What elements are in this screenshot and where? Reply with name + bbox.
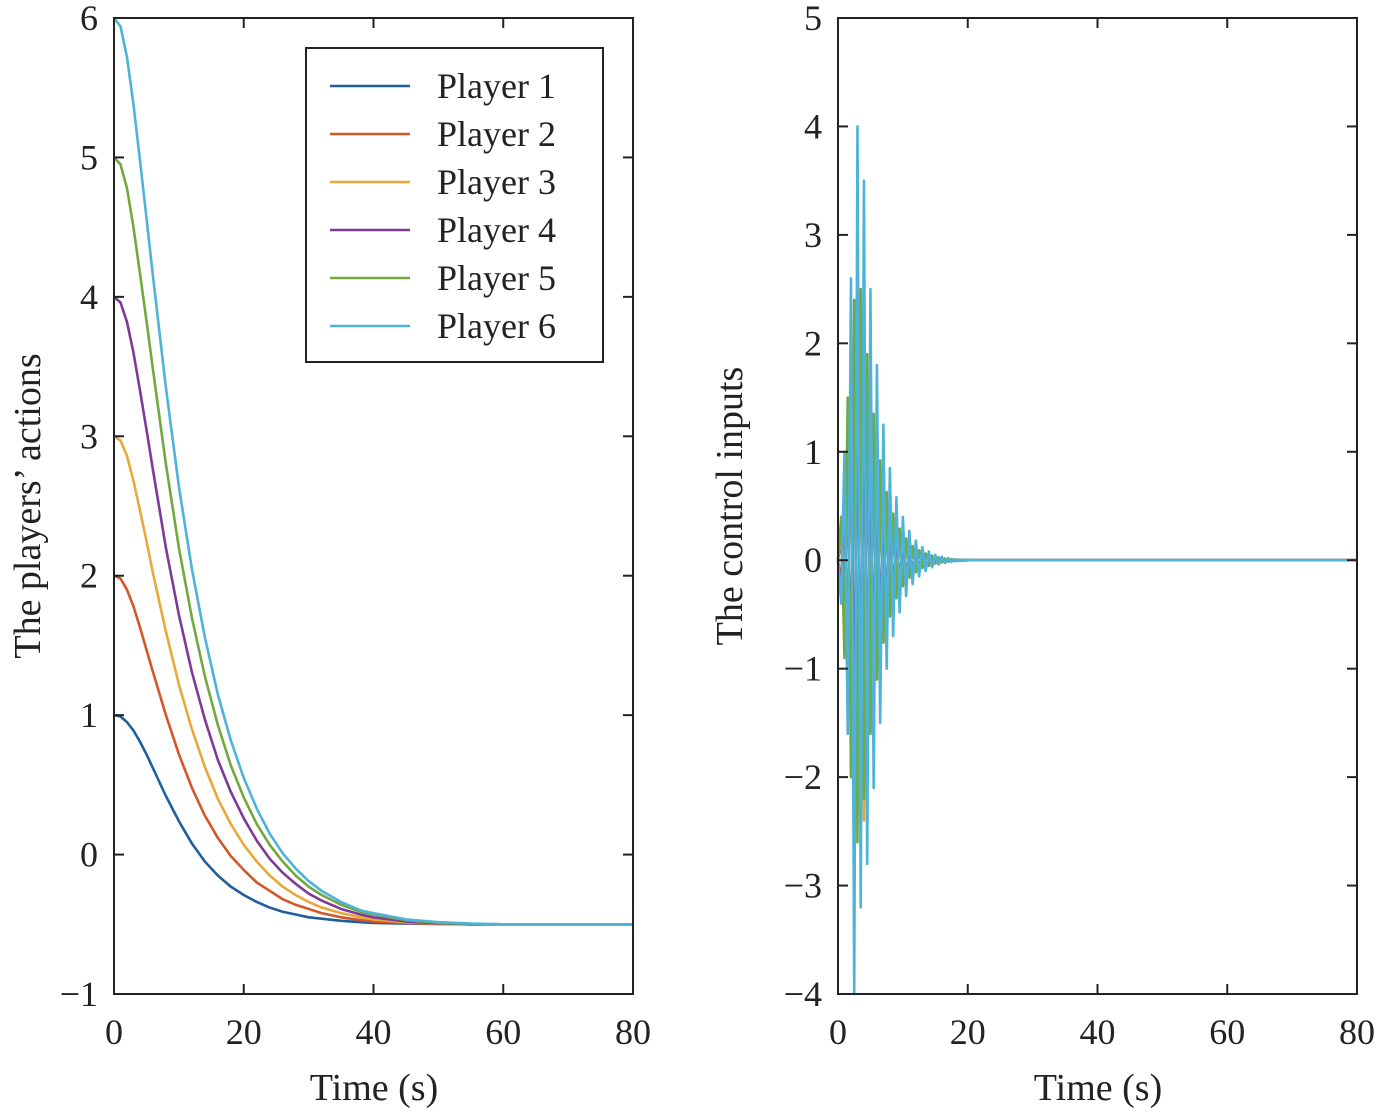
right-y-tick-labels: −4 −3 −2 −1 0 1 2 3 4 5 xyxy=(784,0,822,1014)
right-x-tick-label: 40 xyxy=(1080,1012,1116,1052)
left-ticks-group xyxy=(113,17,634,995)
right-series-line-6 xyxy=(836,125,1357,996)
legend: Player 1 Player 2 Player 3 Player 4 Player 5… xyxy=(305,47,604,363)
left-y-tick-label: 2 xyxy=(80,556,98,596)
right-x-tick-label: 80 xyxy=(1339,1012,1375,1052)
left-x-axis-title: Time (s) xyxy=(310,1067,438,1109)
right-x-tick-label: 20 xyxy=(950,1012,986,1052)
right-series-line-5 xyxy=(836,287,1357,844)
left-x-tick-label: 40 xyxy=(356,1012,392,1052)
right-y-tick-label: 5 xyxy=(804,0,822,38)
right-chart: 0 20 40 60 80 −4 −3 −2 −1 0 1 2 3 4 5 Time (s) The co… xyxy=(709,0,1375,1109)
legend-box xyxy=(305,47,604,363)
left-y-tick-label: 3 xyxy=(80,416,98,456)
right-x-tick-labels: 0 20 40 60 80 xyxy=(829,1012,1375,1052)
legend-label-5: Player 5 xyxy=(437,258,556,298)
left-x-tick-label: 80 xyxy=(615,1012,651,1052)
left-x-tick-labels: 0 20 40 60 80 xyxy=(105,1012,651,1052)
right-series-group xyxy=(836,125,1357,996)
right-y-tick-label: −4 xyxy=(784,974,822,1014)
right-y-tick-label: −1 xyxy=(784,649,822,689)
left-y-tick-labels: −1 0 1 2 3 4 5 6 xyxy=(60,0,98,1014)
left-y-tick-label: 1 xyxy=(80,695,98,735)
left-series-line-3 xyxy=(113,435,633,926)
right-y-tick-label: 1 xyxy=(804,432,822,472)
left-series-group xyxy=(112,17,633,926)
left-y-tick-label: 0 xyxy=(80,835,98,875)
left-x-tick-label: 0 xyxy=(105,1012,123,1052)
right-plot-frame xyxy=(837,17,1358,995)
right-y-tick-label: 4 xyxy=(804,106,822,146)
left-x-tick-label: 60 xyxy=(485,1012,521,1052)
left-x-tick-label: 20 xyxy=(226,1012,262,1052)
legend-label-1: Player 1 xyxy=(437,66,556,106)
left-series-line-2 xyxy=(113,574,633,926)
right-x-axis-title: Time (s) xyxy=(1034,1067,1162,1109)
legend-label-4: Player 4 xyxy=(437,210,556,250)
left-y-tick-label: 4 xyxy=(80,277,98,317)
right-y-tick-label: −2 xyxy=(784,757,822,797)
legend-label-2: Player 2 xyxy=(437,114,556,154)
left-y-tick-label: 5 xyxy=(80,137,98,177)
right-y-tick-label: 0 xyxy=(804,540,822,580)
left-y-axis-title: The players’ actions xyxy=(7,353,49,658)
right-y-tick-label: 2 xyxy=(804,323,822,363)
legend-label-3: Player 3 xyxy=(437,162,556,202)
left-series-line-6 xyxy=(112,17,633,926)
left-y-tick-label: −1 xyxy=(60,974,98,1014)
right-ticks-group xyxy=(837,17,1358,995)
right-y-axis-title: The control inputs xyxy=(709,367,751,646)
legend-label-6: Player 6 xyxy=(437,306,556,346)
right-x-tick-label: 0 xyxy=(829,1012,847,1052)
right-y-tick-label: −3 xyxy=(784,866,822,906)
right-y-tick-label: 3 xyxy=(804,215,822,255)
left-y-tick-label: 6 xyxy=(80,0,98,38)
right-x-tick-label: 60 xyxy=(1209,1012,1245,1052)
left-series-line-1 xyxy=(113,713,633,926)
